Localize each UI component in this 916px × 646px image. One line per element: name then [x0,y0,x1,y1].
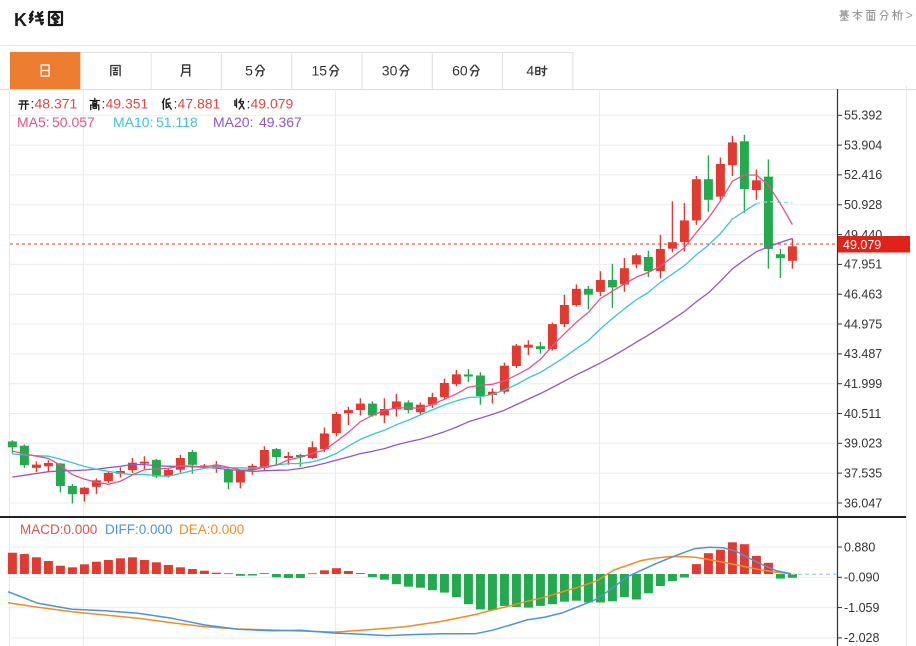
svg-text:49.079: 49.079 [251,96,294,112]
svg-text:60: 60 [452,63,468,79]
svg-text:44.975: 44.975 [844,317,882,331]
svg-text:30: 30 [382,63,398,79]
svg-text:DIFF:0.000: DIFF:0.000 [105,522,173,537]
svg-text:48.371: 48.371 [35,96,78,112]
svg-text:36.047: 36.047 [844,496,882,510]
svg-text:15: 15 [312,63,328,79]
svg-text:MA20:: MA20: [213,114,253,130]
svg-text:53.904: 53.904 [844,138,882,152]
svg-text:43.487: 43.487 [844,347,882,361]
svg-text:37.535: 37.535 [844,466,882,480]
svg-text:4: 4 [526,63,534,79]
svg-text::: : [102,96,106,112]
svg-text:52.416: 52.416 [844,168,882,182]
svg-text:40.511: 40.511 [844,407,881,421]
svg-text:MA5:: MA5: [17,114,50,130]
svg-text:47.881: 47.881 [178,96,221,112]
svg-text::: : [174,96,178,112]
svg-text:DEA:0.000: DEA:0.000 [179,522,244,537]
svg-text:-2.028: -2.028 [844,631,879,645]
svg-text:MA10:: MA10: [113,114,153,130]
svg-text:-0.090: -0.090 [844,571,879,585]
svg-text:5: 5 [245,63,253,79]
svg-text:-1.059: -1.059 [844,601,879,615]
svg-text:0.880: 0.880 [844,540,875,554]
svg-text:50.057: 50.057 [52,114,95,130]
svg-text:51.118: 51.118 [156,114,198,130]
svg-text::: : [247,96,251,112]
svg-text:MACD:0.000: MACD:0.000 [20,522,97,537]
svg-text:50.928: 50.928 [844,198,882,212]
svg-text:>: > [906,9,913,23]
svg-text:49.079: 49.079 [843,238,881,252]
svg-text:41.999: 41.999 [844,377,882,391]
svg-text:46.463: 46.463 [844,288,882,302]
svg-text:39.023: 39.023 [844,437,882,451]
svg-text:47.951: 47.951 [844,258,882,272]
svg-text:49.367: 49.367 [259,114,302,130]
svg-text::: : [31,96,35,112]
svg-text:K: K [14,10,27,30]
svg-text:49.351: 49.351 [106,96,149,112]
svg-text:55.392: 55.392 [844,109,882,123]
